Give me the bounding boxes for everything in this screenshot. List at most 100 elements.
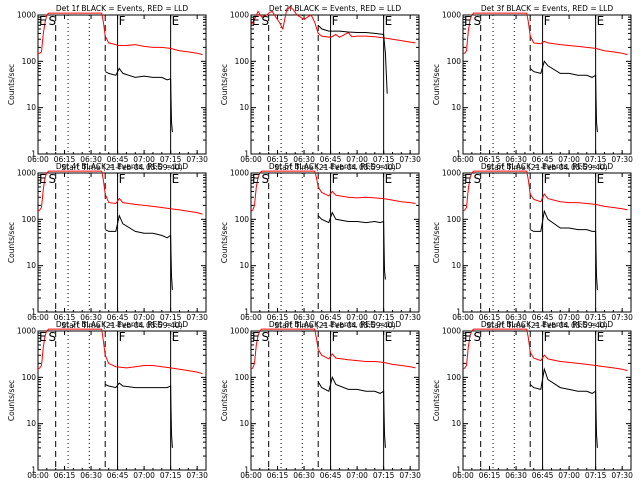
panel-title: Det 2f BLACK = Events, RED = LLD	[269, 4, 402, 13]
panel-title: Det 9f BLACK = Events, RED = LLD	[481, 320, 614, 329]
y-tick-label: 10	[239, 103, 249, 112]
y-axis-label: Counts/sec	[7, 64, 16, 105]
x-tick-label: 06:45	[320, 313, 342, 322]
x-tick-label: 06:45	[532, 155, 554, 164]
x-tick-label: 07:30	[186, 471, 208, 480]
x-tick-label: 07:15	[373, 155, 395, 164]
event-marker-label: S	[474, 330, 482, 344]
event-marker-label: E	[252, 330, 260, 344]
y-tick-label: 1	[31, 466, 36, 475]
events-series-line	[317, 211, 386, 280]
y-tick-label: 10	[26, 419, 36, 428]
detector-panel: Det 5f BLACK = Events, RED = LLD 06:00 06:…	[220, 162, 421, 330]
y-tick-label: 100	[447, 57, 462, 66]
x-axis-label: Start Time (21-Feb-04 05:59:40)	[61, 321, 182, 330]
x-axis-label: Start Time (21-Feb-04 05:59:40)	[274, 321, 395, 330]
x-tick-label: 06:30	[293, 471, 315, 480]
event-marker-label: E	[172, 330, 180, 344]
x-tick-label: 07:30	[186, 313, 208, 322]
y-tick-label: 1	[31, 308, 36, 317]
y-tick-label: 100	[22, 373, 37, 382]
x-tick-label: 06:45	[532, 313, 554, 322]
x-tick-label: 06:00	[452, 471, 474, 480]
y-tick-label: 10	[26, 261, 36, 270]
x-tick-label: 07:30	[611, 471, 633, 480]
x-tick-label: 07:00	[558, 471, 580, 480]
y-tick-label: 1	[456, 466, 461, 475]
x-tick-label: 06:30	[505, 471, 527, 480]
y-tick-label: 1000	[230, 11, 249, 20]
x-tick-label: 06:15	[54, 155, 76, 164]
x-tick-label: 07:00	[346, 471, 368, 480]
event-marker-label: E	[597, 172, 605, 186]
y-tick-label: 10	[451, 419, 461, 428]
x-tick-label: 06:15	[267, 471, 289, 480]
y-tick-label: 10	[239, 419, 249, 428]
x-tick-label: 06:15	[54, 313, 76, 322]
detector-panel: Det 4f BLACK = Events, RED = LLD 06:00 06:…	[7, 162, 208, 330]
y-axis-label: Counts/sec	[432, 222, 441, 263]
x-tick-label: 06:00	[240, 471, 262, 480]
x-tick-label: 06:30	[293, 155, 315, 164]
lld-series-line	[250, 328, 416, 370]
events-series-line	[529, 367, 598, 448]
panel-title: Det 3f BLACK = Events, RED = LLD	[481, 4, 614, 13]
y-tick-label: 10	[239, 261, 249, 270]
x-tick-label: 07:15	[585, 313, 607, 322]
event-marker-label: E	[252, 14, 260, 28]
event-marker-label: F	[119, 330, 126, 344]
plot-frame	[462, 172, 632, 313]
x-tick-label: 06:30	[80, 471, 102, 480]
y-tick-label: 1000	[442, 169, 461, 178]
x-tick-label: 07:00	[133, 471, 155, 480]
event-marker-label: E	[385, 14, 393, 28]
y-tick-label: 10	[451, 103, 461, 112]
panel-title: Det 7f BLACK = Events, RED = LLD	[56, 320, 189, 329]
plot-frame	[250, 172, 420, 313]
event-marker-label: S	[49, 14, 57, 28]
event-marker-label: S	[474, 172, 482, 186]
detector-panel: Det 3f BLACK = Events, RED = LLD 06:00 06:…	[432, 4, 633, 172]
x-tick-label: 06:15	[479, 155, 501, 164]
y-tick-label: 100	[235, 373, 250, 382]
event-marker-label: E	[464, 14, 472, 28]
event-marker-label: E	[597, 330, 605, 344]
detector-panel: Det 7f BLACK = Events, RED = LLD 06:00 06:…	[7, 320, 208, 480]
y-tick-label: 100	[447, 215, 462, 224]
y-tick-label: 10	[451, 261, 461, 270]
plot-frame	[462, 14, 632, 155]
detector-panel: Det 6f BLACK = Events, RED = LLD 06:00 06:…	[432, 162, 633, 330]
y-axis-label: Counts/sec	[220, 222, 229, 263]
x-tick-label: 06:15	[267, 313, 289, 322]
y-axis-label: Counts/sec	[220, 64, 229, 105]
x-tick-label: 06:00	[240, 313, 262, 322]
event-marker-label: F	[544, 172, 551, 186]
x-tick-label: 07:00	[346, 155, 368, 164]
x-tick-label: 07:30	[399, 471, 421, 480]
x-tick-label: 07:15	[585, 155, 607, 164]
y-tick-label: 1	[244, 466, 249, 475]
events-series-line	[104, 67, 173, 132]
x-tick-label: 06:45	[107, 313, 129, 322]
x-tick-label: 06:00	[27, 313, 49, 322]
x-tick-label: 06:00	[240, 155, 262, 164]
event-marker-label: E	[39, 172, 47, 186]
events-series-line	[104, 214, 173, 290]
y-tick-label: 1000	[442, 327, 461, 336]
x-tick-label: 06:00	[452, 155, 474, 164]
y-tick-label: 1	[31, 150, 36, 159]
y-tick-label: 1000	[17, 169, 36, 178]
y-tick-label: 1	[244, 308, 249, 317]
event-marker-label: E	[39, 14, 47, 28]
x-tick-label: 06:00	[27, 155, 49, 164]
event-marker-label: E	[385, 330, 393, 344]
event-marker-label: E	[385, 172, 393, 186]
x-tick-label: 07:30	[399, 155, 421, 164]
y-tick-label: 1	[244, 150, 249, 159]
x-tick-label: 07:30	[611, 155, 633, 164]
event-marker-label: E	[597, 14, 605, 28]
y-tick-label: 1000	[230, 327, 249, 336]
x-tick-label: 06:45	[320, 471, 342, 480]
event-marker-label: E	[464, 172, 472, 186]
x-tick-label: 06:15	[479, 471, 501, 480]
